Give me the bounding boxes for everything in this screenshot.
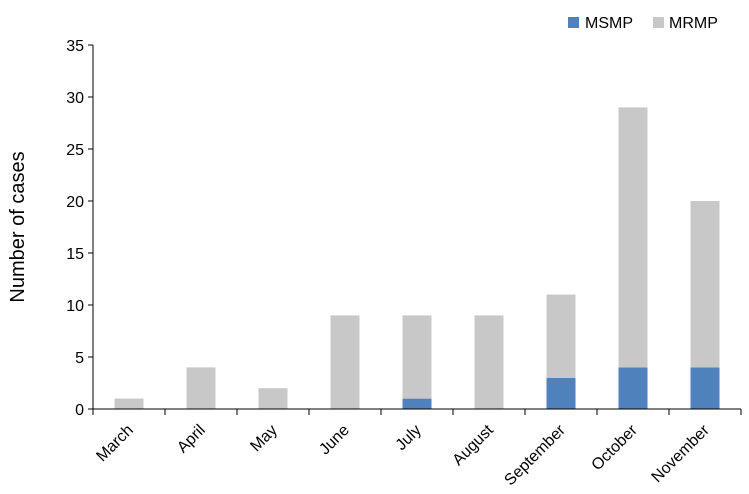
bar-mrmp-may	[258, 388, 288, 409]
bar-msmp-october	[618, 367, 648, 409]
x-tick-label-october: October	[589, 421, 642, 474]
legend-swatch-msmp	[568, 17, 579, 28]
y-tick-label: 25	[66, 142, 84, 159]
y-axis-title: Number of cases	[7, 151, 29, 302]
x-tick-label-march: March	[93, 422, 136, 465]
legend-label-mrmp: MRMP	[669, 15, 718, 32]
legend-swatch-mrmp	[653, 17, 664, 28]
bar-msmp-november	[690, 367, 720, 409]
bar-mrmp-april	[186, 367, 216, 409]
x-tick-label-july: July	[393, 422, 425, 454]
plot-area: 0 5 10 15 20 25 30 35 March April May June July Augus…	[66, 38, 742, 489]
y-tick-label: 0	[75, 402, 84, 419]
bar-mrmp-october	[618, 107, 648, 368]
x-tick-label-august: August	[450, 421, 498, 469]
legend-label-msmp: MSMP	[585, 15, 633, 32]
y-tick-label: 15	[66, 246, 84, 263]
y-tick-label: 5	[75, 350, 84, 367]
bar-mrmp-july	[402, 315, 432, 399]
bar-mrmp-june	[330, 315, 360, 409]
y-tick-label: 10	[66, 298, 84, 315]
x-tick-label-september: September	[501, 421, 569, 489]
y-tick-label: 35	[66, 38, 84, 55]
bar-mrmp-march	[114, 398, 144, 409]
x-tick-label-november: November	[649, 421, 714, 486]
y-tick-label: 30	[66, 90, 84, 107]
x-tick-label-april: April	[174, 422, 209, 457]
legend: MSMP MRMP	[568, 15, 718, 32]
bar-msmp-july	[402, 398, 432, 409]
x-tick-label-june: June	[316, 422, 353, 459]
bar-mrmp-november	[690, 201, 720, 368]
bar-mrmp-august	[474, 315, 504, 409]
x-tick-label-may: May	[247, 422, 280, 455]
y-tick-label: 20	[66, 194, 84, 211]
bar-mrmp-september	[546, 294, 576, 378]
bar-msmp-september	[546, 377, 576, 409]
